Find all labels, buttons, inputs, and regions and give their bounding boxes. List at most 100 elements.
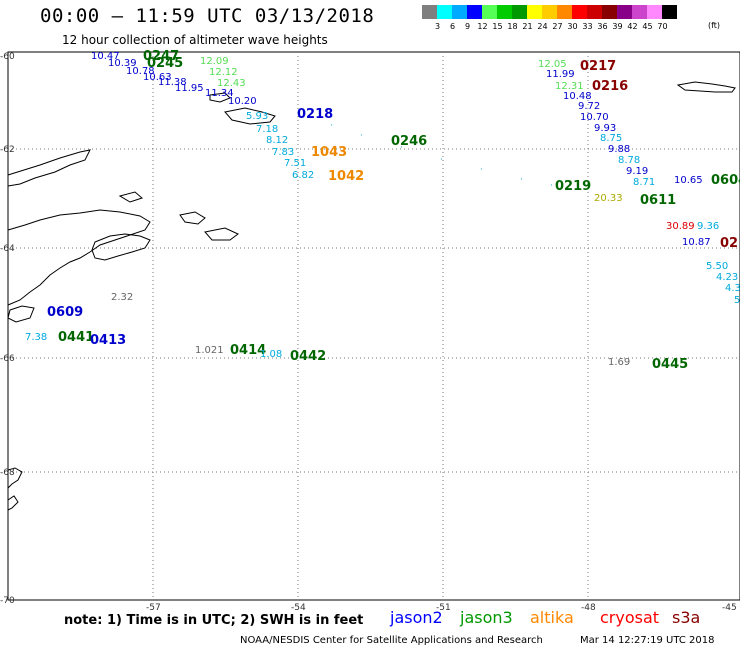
wave-height-label: 1.021 [195,345,224,356]
wave-height-label: 5 [734,295,740,306]
legend-swatch [482,5,497,19]
wave-height-label: 11.38 [158,77,187,88]
pass-time-label: 0217 [580,59,617,74]
lon-label: -54 [291,603,306,613]
legend-swatch [587,5,602,19]
pass-time-label: 0441 [58,330,95,345]
track-mark: · [480,165,483,175]
satellite-altika: altika [530,608,574,627]
wave-height-label: 11.95 [175,83,204,94]
wave-height-label: 4.23 [716,272,739,283]
legend-unit: (ft) [708,21,721,30]
map-subtitle: 12 hour collection of altimeter wave hei… [62,33,328,47]
wave-height-label: 8.78 [618,155,641,166]
wave-height-label: 4.3 [725,283,740,294]
pass-time-label: 1042 [328,169,365,184]
color-legend [422,5,677,19]
satellite-s3a: s3a [672,608,701,627]
lat-label: -62 [0,145,15,155]
pass-time-label: 0609 [47,305,84,320]
wave-height-label: 9.93 [594,123,617,134]
wave-height-label: 8.75 [600,133,623,144]
legend-swatch [542,5,557,19]
wave-height-label: 10.78 [126,66,155,77]
legend-swatch [437,5,452,19]
legend-tick: 21 [522,22,533,31]
wave-height-label: 7.18 [256,124,279,135]
pass-time-label: 0414 [230,343,267,358]
legend-swatch [632,5,647,19]
wave-height-label: 10.65 [674,175,703,186]
wave-height-label: 12.05 [538,59,567,70]
legend-swatch [557,5,572,19]
pass-time-label: 0413 [90,333,127,348]
track-mark: · [400,143,403,153]
legend-swatch [497,5,512,19]
legend-tick: 3 [434,22,441,31]
lon-label: -45 [722,603,737,613]
legend-tick: 6 [449,22,456,31]
pass-time-label: 0219 [555,179,592,194]
generated-time: Mar 14 12:27:19 UTC 2018 [580,635,715,646]
wave-height-label: 5.50 [706,261,729,272]
legend-swatch [527,5,542,19]
map-title: 00:00 — 11:59 UTC 03/13/2018 [40,5,375,27]
pass-time-label: 02 [720,236,739,251]
wave-height-label: 2.32 [111,292,134,303]
footnote: note: 1) Time is in UTC; 2) SWH is in fe… [64,613,364,628]
legend-swatch [422,5,437,19]
legend-tick: 18 [507,22,518,31]
satellite-jason3: jason3 [460,608,513,627]
legend-tick: 30 [567,22,578,31]
legend-tick: 42 [627,22,638,31]
legend-swatch [662,5,677,19]
track-mark: · [550,181,553,191]
wave-height-label: 6.82 [292,170,315,181]
credit-line: NOAA/NESDIS Center for Satellite Applica… [240,635,543,646]
legend-tick: 39 [612,22,623,31]
lat-label: -64 [0,244,15,254]
color-legend-ticks: 3 6 9 12 15 18 21 24 27 30 33 36 39 42 45 70 [422,22,670,31]
pass-time-label: 0245 [147,56,184,71]
wave-height-label: 12.09 [200,56,229,67]
wave-height-label: 10.63 [143,72,172,83]
wave-height-label: 30.89 [666,221,695,232]
pass-time-label: 0216 [592,79,629,94]
track-mark: · [575,185,578,195]
satellite-jason2: jason2 [390,608,443,627]
wave-height-label: 7.38 [25,332,48,343]
wave-height-label: 10.47 [91,51,120,62]
wave-height-label: 12.12 [209,67,238,78]
pass-time-label: 0218 [297,107,334,122]
wave-height-label: 12.31 [555,81,584,92]
wave-height-label: 10.48 [563,91,592,102]
pass-time-label: 0611 [640,193,677,208]
legend-tick: 45 [642,22,653,31]
lon-label: -51 [436,603,451,613]
legend-tick: 27 [552,22,563,31]
legend-tick: 12 [477,22,488,31]
lat-label: -60 [0,52,15,62]
wave-height-label: 8.12 [266,135,289,146]
wave-height-label: 10.70 [580,112,609,123]
pass-time-label: 0246 [391,134,428,149]
wave-height-label: 10.20 [228,96,257,107]
graticule [8,52,740,600]
wave-height-label: 7.51 [284,158,307,169]
legend-tick: 70 [657,22,668,31]
pass-time-label: 0604 [711,173,740,188]
track-mark: · [440,155,443,165]
pass-time-label: 0445 [652,357,689,372]
wave-height-label: 1.08 [260,349,283,360]
lon-label: -48 [581,603,596,613]
wave-height-label: 11.99 [546,69,575,80]
legend-tick: 15 [492,22,503,31]
coastline [7,81,736,511]
wave-height-label: 9.72 [578,101,601,112]
track-mark: · [520,175,523,185]
pass-time-label: 0442 [290,349,327,364]
legend-swatch [647,5,662,19]
lat-label: -66 [0,354,15,364]
legend-tick: 24 [537,22,548,31]
wave-height-label: 8.71 [633,177,656,188]
